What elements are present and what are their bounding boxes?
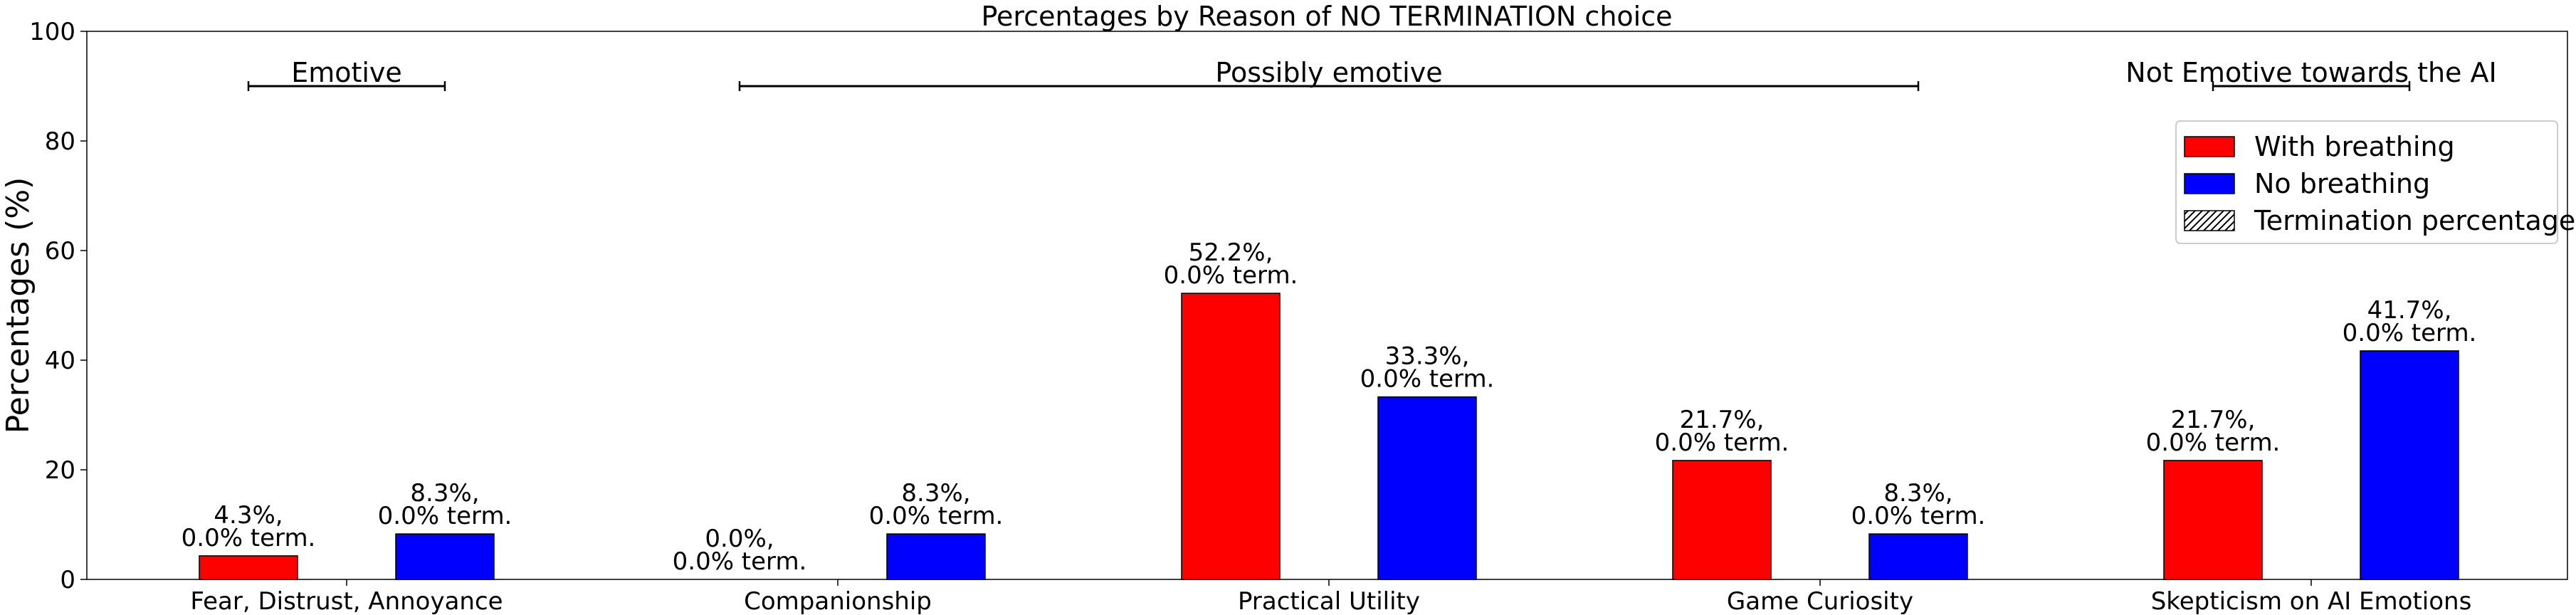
data-label: 8.3%,: [1883, 479, 1952, 508]
bar: [2360, 350, 2459, 580]
x-tick-label: Companionship: [744, 587, 932, 615]
y-tick-label: 20: [45, 456, 75, 485]
bar: [1672, 460, 1772, 580]
data-label: 0.0% term.: [1655, 429, 1789, 457]
y-tick-label: 100: [29, 18, 75, 46]
legend-swatch: [2184, 136, 2235, 157]
bar: [395, 533, 495, 580]
y-tick-label: 40: [45, 347, 75, 375]
data-label: 0.0%,: [705, 525, 774, 553]
data-label: 0.0% term.: [182, 524, 316, 552]
data-label: 8.3%,: [410, 479, 479, 508]
legend-swatch: [2184, 173, 2235, 194]
data-label: 0.0% term.: [1164, 261, 1298, 290]
group-label: Possibly emotive: [1215, 57, 1442, 88]
data-label: 0.0% term.: [378, 502, 512, 530]
data-label: 0.0% term.: [2343, 319, 2477, 347]
y-tick-label: 0: [60, 566, 75, 594]
legend-label: No breathing: [2254, 168, 2430, 199]
data-label: 4.3%,: [214, 501, 283, 530]
data-label: 21.7%,: [2171, 406, 2256, 434]
x-tick-label: Game Curiosity: [1727, 587, 1913, 615]
bar: [886, 533, 986, 580]
plot-area: 0 20 40 60 80 100 Percentages (%) Fear, Distrus…: [0, 18, 2575, 615]
data-label: 0.0% term.: [673, 547, 807, 576]
bar: [2163, 460, 2263, 580]
bar: [1181, 293, 1281, 580]
legend-label: With breathing: [2254, 131, 2455, 162]
x-tick-label: Fear, Distrust, Annoyance: [190, 587, 503, 615]
data-label: 8.3%,: [901, 479, 970, 508]
x-tick-label: Practical Utility: [1238, 587, 1420, 615]
y-axis-label: Percentages (%): [0, 177, 36, 434]
data-label: 0.0% term.: [1360, 365, 1495, 394]
bar: [199, 555, 298, 580]
y-tick-label: 80: [45, 127, 75, 156]
legend-label: Termination percentage: [2254, 205, 2575, 236]
y-tick-label: 60: [45, 237, 75, 266]
data-label: 52.2%,: [1189, 238, 1273, 267]
data-label: 0.0% term.: [1851, 502, 1986, 530]
x-tick-label: Skepticism on AI Emotions: [2151, 587, 2472, 615]
data-label: 21.7%,: [1680, 406, 1765, 434]
data-label: 41.7%,: [2367, 296, 2452, 325]
legend-swatch: [2184, 210, 2235, 231]
bar: [1868, 533, 1968, 580]
group-label: Emotive: [291, 57, 402, 88]
legend-box: [2175, 120, 2558, 244]
data-label: 33.3%,: [1385, 342, 1470, 371]
data-label: 0.0% term.: [2146, 429, 2281, 457]
group-label: Not Emotive towards the AI: [2125, 57, 2496, 88]
chart-title: Percentages by Reason of NO TERMINATION …: [981, 1, 1672, 32]
data-label: 0.0% term.: [869, 502, 1004, 530]
bar: [1377, 396, 1477, 580]
plot-frame: [86, 31, 2568, 580]
